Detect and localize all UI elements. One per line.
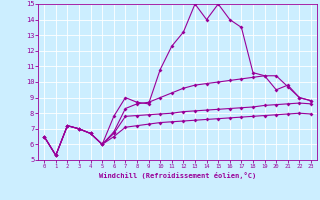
X-axis label: Windchill (Refroidissement éolien,°C): Windchill (Refroidissement éolien,°C) — [99, 172, 256, 179]
